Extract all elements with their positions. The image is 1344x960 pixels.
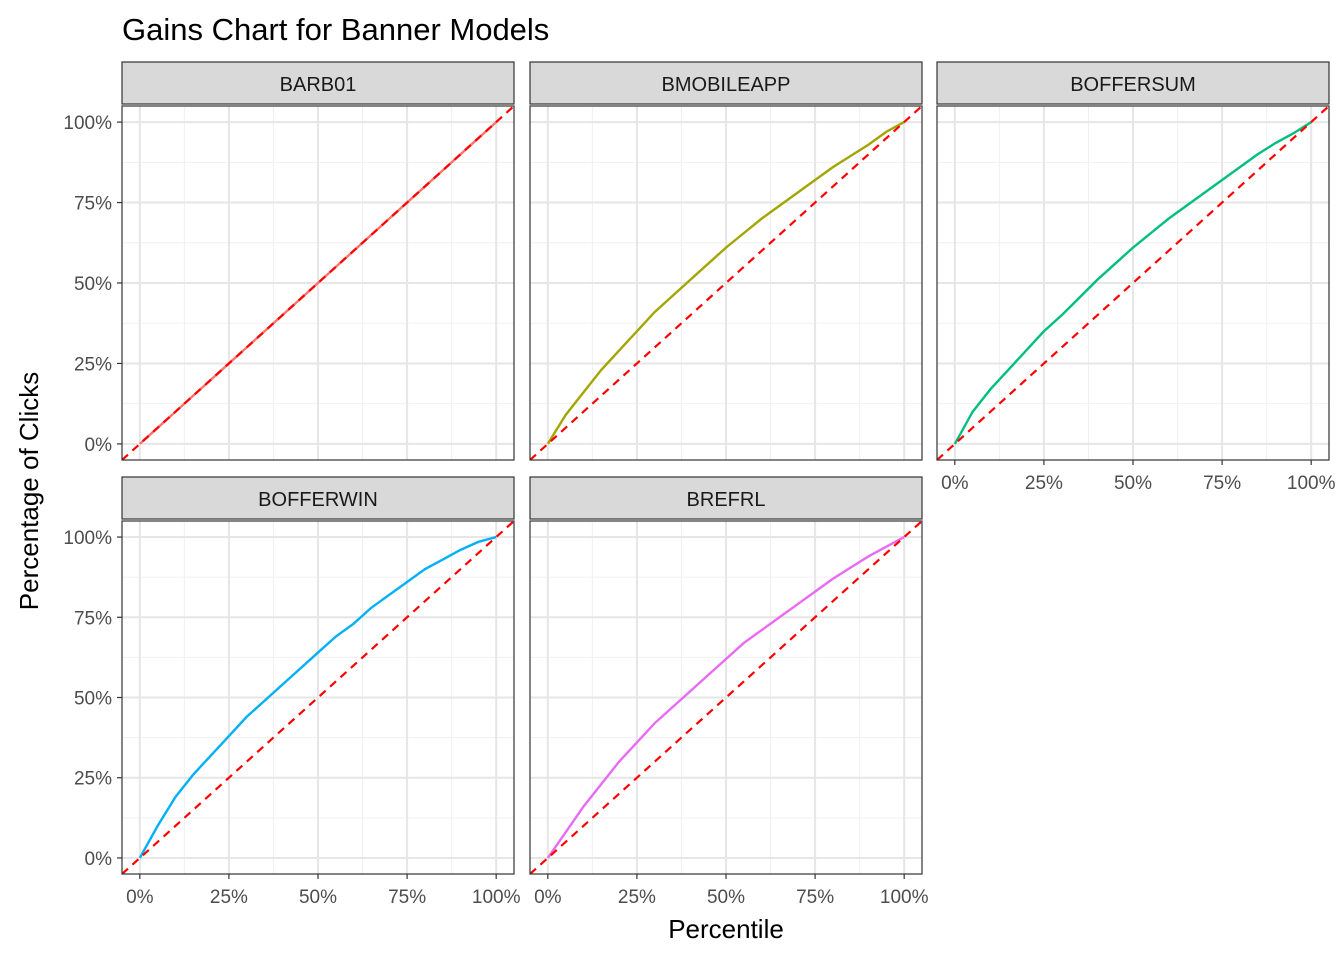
- y-tick-label: 75%: [74, 194, 112, 215]
- x-tick-label: 75%: [1203, 473, 1241, 494]
- y-tick-label: 25%: [74, 354, 112, 375]
- y-tick-label: 50%: [74, 689, 112, 710]
- x-tick-label: 50%: [299, 887, 337, 908]
- facet-panel: BARB01 0% 25% 50% 75% 100%: [63, 61, 515, 461]
- facet-strip-label: BOFFERWIN: [258, 489, 378, 511]
- y-axis-label: Percentage of Clicks: [14, 372, 44, 610]
- x-tick-label: 50%: [1114, 473, 1152, 494]
- reference-diagonal-line: [530, 521, 922, 874]
- x-tick-label: 0%: [941, 473, 969, 494]
- x-tick-label: 0%: [534, 887, 562, 908]
- x-tick-label: 25%: [210, 887, 248, 908]
- facet-strip: [121, 476, 515, 520]
- facet-strip: [936, 61, 1330, 105]
- series-line-brefrl: [546, 535, 905, 859]
- y-tick-label: 25%: [74, 769, 112, 790]
- x-tick-label: 75%: [388, 887, 426, 908]
- y-tick-label: 0%: [85, 435, 113, 456]
- x-tick-label: 75%: [796, 887, 834, 908]
- facet-panel: BMOBILEAPP: [529, 61, 923, 461]
- x-tick-label: 50%: [707, 887, 745, 908]
- facet-panel: BREFRL 0% 25% 50% 75% 100%: [529, 476, 929, 908]
- y-tick-label: 100%: [63, 528, 112, 549]
- reference-diagonal-line: [122, 106, 514, 460]
- y-tick-label: 0%: [85, 849, 113, 870]
- x-tick-label: 25%: [1025, 473, 1063, 494]
- facet-panel: BOFFERSUM 0% 25% 50% 75% 100%: [936, 61, 1336, 494]
- facet-strip-label: BMOBILEAPP: [662, 74, 791, 96]
- panel-border: [529, 105, 923, 461]
- facet-strip: [121, 61, 515, 105]
- facet-strip-label: BREFRL: [687, 489, 766, 511]
- series-line-bofferwin: [138, 535, 497, 859]
- x-tick-label: 100%: [1287, 473, 1336, 494]
- facet-strip-label: BOFFERSUM: [1070, 74, 1196, 96]
- x-tick-label: 100%: [472, 887, 521, 908]
- facet-strip: [529, 476, 923, 520]
- series-line-bmobileapp: [546, 121, 905, 445]
- facet-panel: BOFFERWIN 0% 25% 50% 75% 100% 0% 25% 50% 75% 100%: [63, 476, 521, 908]
- chart-title: Gains Chart for Banner Models: [122, 12, 549, 47]
- y-tick-label: 50%: [74, 274, 112, 295]
- reference-diagonal-line: [122, 521, 514, 874]
- x-tick-label: 100%: [880, 887, 929, 908]
- facet-strip: [529, 61, 923, 105]
- x-tick-label: 0%: [126, 887, 154, 908]
- facet-strip-label: BARB01: [280, 74, 357, 96]
- x-axis-label: Percentile: [668, 914, 784, 944]
- y-tick-label: 75%: [74, 608, 112, 629]
- y-tick-label: 100%: [63, 113, 112, 134]
- reference-diagonal-line: [530, 106, 922, 460]
- x-tick-label: 25%: [618, 887, 656, 908]
- series-line-boffersum: [953, 121, 1312, 445]
- reference-diagonal-line: [937, 106, 1329, 460]
- facets-layer: BARB01 0% 25% 50% 75% 100% BMOBILEAPP BOFFERSUM…: [63, 61, 1336, 908]
